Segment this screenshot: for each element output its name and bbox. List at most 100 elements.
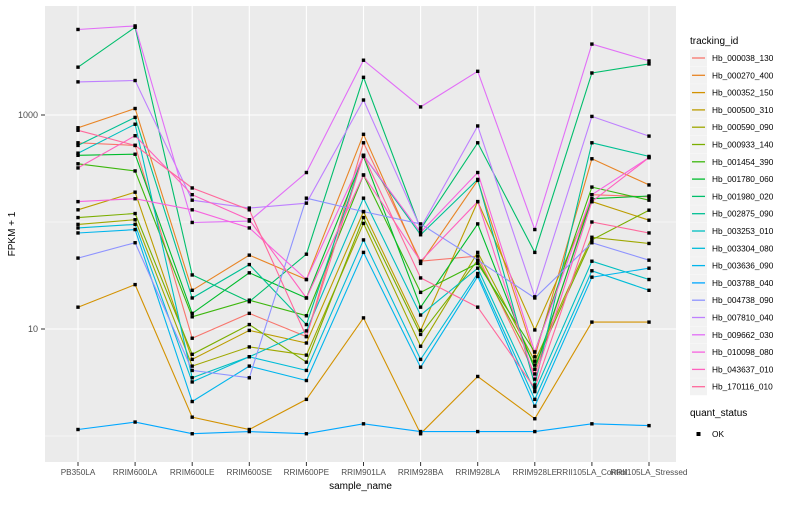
data-point: [190, 336, 194, 340]
data-point: [418, 429, 423, 434]
data-point: [590, 259, 594, 263]
data-point: [533, 389, 537, 394]
data-point: [647, 218, 651, 222]
data-point: [590, 241, 594, 245]
data-point: [76, 126, 80, 130]
data-point: [304, 397, 309, 402]
data-point: [476, 266, 480, 270]
data-point: [304, 334, 309, 339]
data-point: [133, 134, 137, 138]
legend-title: tracking_id: [690, 36, 738, 47]
data-point: [133, 227, 137, 232]
data-point: [590, 71, 594, 75]
data-point: [476, 305, 480, 309]
data-point: [76, 305, 80, 309]
data-point: [476, 374, 480, 379]
data-point: [76, 141, 80, 145]
x-tick-label: RRIM928BA: [398, 468, 444, 477]
data-point: [190, 380, 194, 384]
data-point: [133, 190, 137, 194]
data-point: [418, 222, 423, 226]
data-point: [76, 143, 80, 148]
data-point: [190, 315, 194, 319]
data-point: [647, 155, 651, 160]
legend-item-label: Hb_000933_140: [712, 140, 774, 150]
data-point: [476, 261, 480, 266]
data-point: [304, 196, 309, 200]
data-point: [418, 365, 423, 369]
data-point: [76, 427, 80, 432]
data-point: [76, 27, 80, 32]
data-point: [76, 80, 80, 84]
data-point: [133, 211, 137, 216]
data-point: [590, 275, 594, 279]
y-tick-label: 10: [28, 324, 38, 334]
data-point: [533, 417, 537, 421]
data-point: [476, 254, 480, 258]
data-point: [361, 58, 366, 62]
data-point: [247, 364, 251, 368]
data-point: [476, 69, 480, 74]
data-point: [647, 59, 651, 63]
x-tick-label: RRIM600LA: [113, 468, 158, 477]
data-point: [590, 220, 594, 224]
data-point: [590, 114, 594, 119]
data-point: [647, 277, 651, 282]
data-point: [304, 322, 309, 327]
data-point: [361, 250, 366, 255]
data-point: [590, 199, 594, 204]
data-point: [590, 185, 594, 189]
data-point: [533, 227, 537, 232]
data-point: [304, 252, 309, 256]
data-point: [247, 376, 251, 380]
data-point: [76, 215, 80, 220]
data-point: [361, 75, 366, 80]
legend-item-label: Hb_007810_040: [712, 313, 774, 323]
legend-item-label: Hb_004738_090: [712, 295, 774, 305]
data-point: [361, 196, 366, 200]
data-point: [476, 170, 480, 175]
data-point: [361, 215, 366, 220]
data-point: [190, 368, 194, 373]
data-point: [247, 429, 251, 434]
data-point: [247, 299, 251, 304]
data-point: [133, 24, 137, 28]
legend-item-label: Hb_003636_090: [712, 261, 774, 271]
data-point: [190, 273, 194, 277]
data-point: [647, 183, 651, 187]
data-point: [304, 360, 309, 364]
data-point: [133, 218, 137, 222]
data-point: [361, 98, 366, 102]
data-point: [304, 353, 309, 357]
data-point: [533, 377, 537, 381]
data-point: [533, 363, 537, 367]
data-point: [590, 157, 594, 161]
data-point: [418, 261, 423, 266]
data-point: [190, 186, 194, 190]
data-point: [247, 328, 251, 333]
quant-status-marker: [696, 432, 701, 436]
legend-item-label: Hb_000270_400: [712, 70, 774, 80]
data-point: [361, 209, 366, 214]
data-point: [133, 169, 137, 173]
data-point: [647, 231, 651, 235]
data-point: [647, 241, 651, 246]
data-point: [247, 345, 251, 349]
data-point: [247, 271, 251, 275]
data-point: [190, 432, 194, 436]
data-point: [590, 320, 594, 324]
data-point: [647, 194, 651, 198]
data-point: [76, 208, 80, 212]
data-point: [247, 355, 251, 359]
data-point: [418, 230, 423, 235]
data-point: [418, 233, 423, 237]
data-point: [533, 372, 537, 376]
data-point: [76, 199, 80, 204]
legend-item-label: OK: [712, 429, 724, 439]
data-point: [361, 141, 366, 145]
data-point: [361, 422, 366, 426]
legend-item-label: Hb_009662_030: [712, 330, 774, 340]
data-point: [647, 62, 651, 66]
data-point: [76, 153, 80, 158]
